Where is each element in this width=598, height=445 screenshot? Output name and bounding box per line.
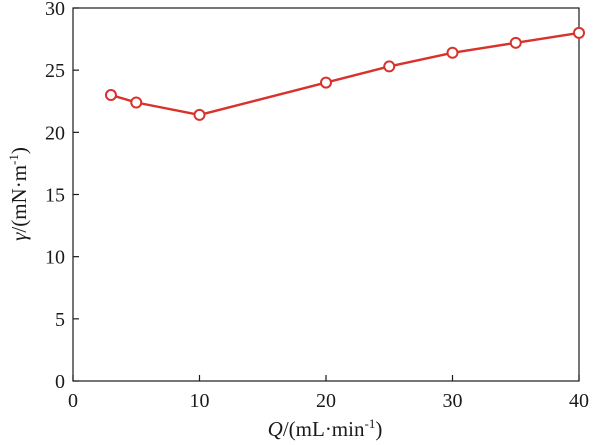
series-line (110, 31, 580, 117)
x-tick-label: 40 (569, 390, 589, 412)
y-tick-label: 25 (45, 60, 65, 82)
x-axis-unit-exponent: -1 (364, 416, 375, 431)
data-point-marker (320, 76, 332, 89)
y-tick-label: 5 (55, 309, 65, 331)
x-tick-label: 10 (190, 390, 210, 412)
y-axis-variable: γ (7, 232, 31, 241)
y-tick-label: 20 (45, 122, 65, 144)
series-layer (104, 26, 585, 121)
plot-frame (72, 7, 580, 382)
x-tick-label: 30 (443, 390, 463, 412)
x-tick-label: 0 (68, 390, 78, 412)
y-axis-title: γ/(mN·m-1) (6, 147, 31, 241)
data-point-marker (509, 36, 522, 49)
axis-ticks: 0 10 20 30 40 0 5 10 15 20 25 30 (45, 0, 589, 412)
y-axis-unit-exponent: -1 (6, 154, 21, 165)
y-tick-label: 15 (45, 185, 65, 207)
plot-area (72, 7, 580, 382)
x-axis-title: Q/(mL·min-1) (268, 416, 383, 441)
x-axis-variable: Q (268, 417, 283, 441)
data-point-marker (573, 26, 585, 39)
data-point-marker (383, 60, 396, 73)
y-tick-label: 0 (55, 371, 65, 393)
y-tick-label: 10 (45, 247, 65, 269)
y-axis-unit-close: ) (7, 147, 31, 154)
x-axis-unit: /(mL·min (283, 417, 365, 441)
data-point-marker (104, 89, 117, 102)
data-point-marker (130, 96, 143, 109)
x-axis-unit-close: ) (375, 417, 382, 441)
data-point-marker (446, 46, 459, 59)
y-tick-label: 30 (45, 0, 65, 20)
x-tick-label: 20 (316, 390, 336, 412)
data-point-marker (193, 108, 206, 121)
y-axis-unit: /(mN·m (7, 165, 31, 233)
